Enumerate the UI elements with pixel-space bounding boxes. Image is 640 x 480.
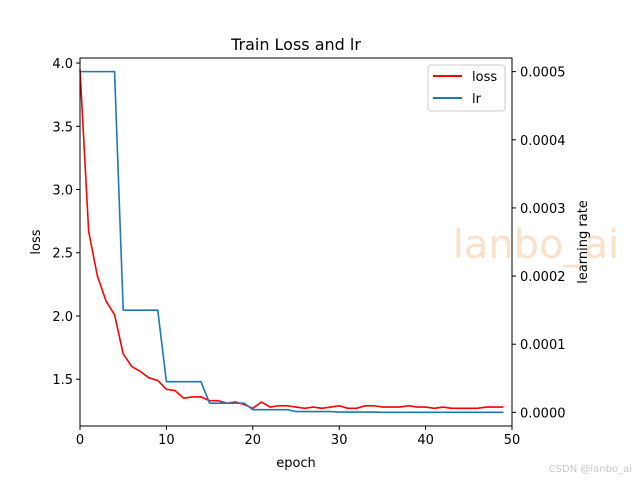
- y2-axis-label: learning rate: [576, 200, 591, 284]
- y2-tick-label: 0.0000: [520, 406, 566, 421]
- series-layer: [79, 69, 504, 414]
- y-axis-left: 1.5 2.0 2.5 3.0 3.5 4.0: [52, 57, 80, 388]
- x-tick-label: 30: [331, 433, 348, 448]
- y2-tick-label: 0.0002: [520, 270, 566, 285]
- x-tick-label: 0: [76, 433, 84, 448]
- y-tick-label: 2.5: [52, 247, 73, 262]
- y-axis-right: 0.0000 0.0001 0.0002 0.0003 0.0004 0.0005: [512, 66, 566, 421]
- y-axis-label: loss: [29, 229, 44, 254]
- x-tick-label: 10: [158, 433, 175, 448]
- y2-tick-label: 0.0005: [520, 66, 566, 81]
- source-credit: CSDN @lanbo_ai: [549, 464, 632, 475]
- series-line-lr: [80, 70, 504, 414]
- series-line-loss: [79, 69, 504, 410]
- y-tick-label: 3.0: [52, 184, 73, 199]
- y2-tick-label: 0.0001: [520, 338, 566, 353]
- y2-tick-label: 0.0003: [520, 202, 566, 217]
- plot-frame: [79, 57, 513, 427]
- legend-label-loss: loss: [472, 70, 497, 85]
- x-tick-label: 50: [504, 433, 521, 448]
- y-tick-label: 4.0: [52, 57, 73, 72]
- x-axis-label: epoch: [276, 456, 316, 471]
- y-tick-label: 3.5: [52, 120, 73, 135]
- y2-tick-label: 0.0004: [520, 134, 566, 149]
- x-tick-label: 40: [417, 433, 434, 448]
- legend: loss lr: [427, 64, 506, 112]
- legend-label-lr: lr: [472, 92, 482, 107]
- x-tick-label: 20: [245, 433, 262, 448]
- x-axis: 0 10 20 30 40 50: [76, 426, 520, 448]
- y-tick-label: 1.5: [52, 373, 73, 388]
- chart-title: Train Loss and lr: [230, 35, 361, 54]
- watermark: lanbo_ai: [453, 222, 619, 268]
- y-tick-label: 2.0: [52, 310, 73, 325]
